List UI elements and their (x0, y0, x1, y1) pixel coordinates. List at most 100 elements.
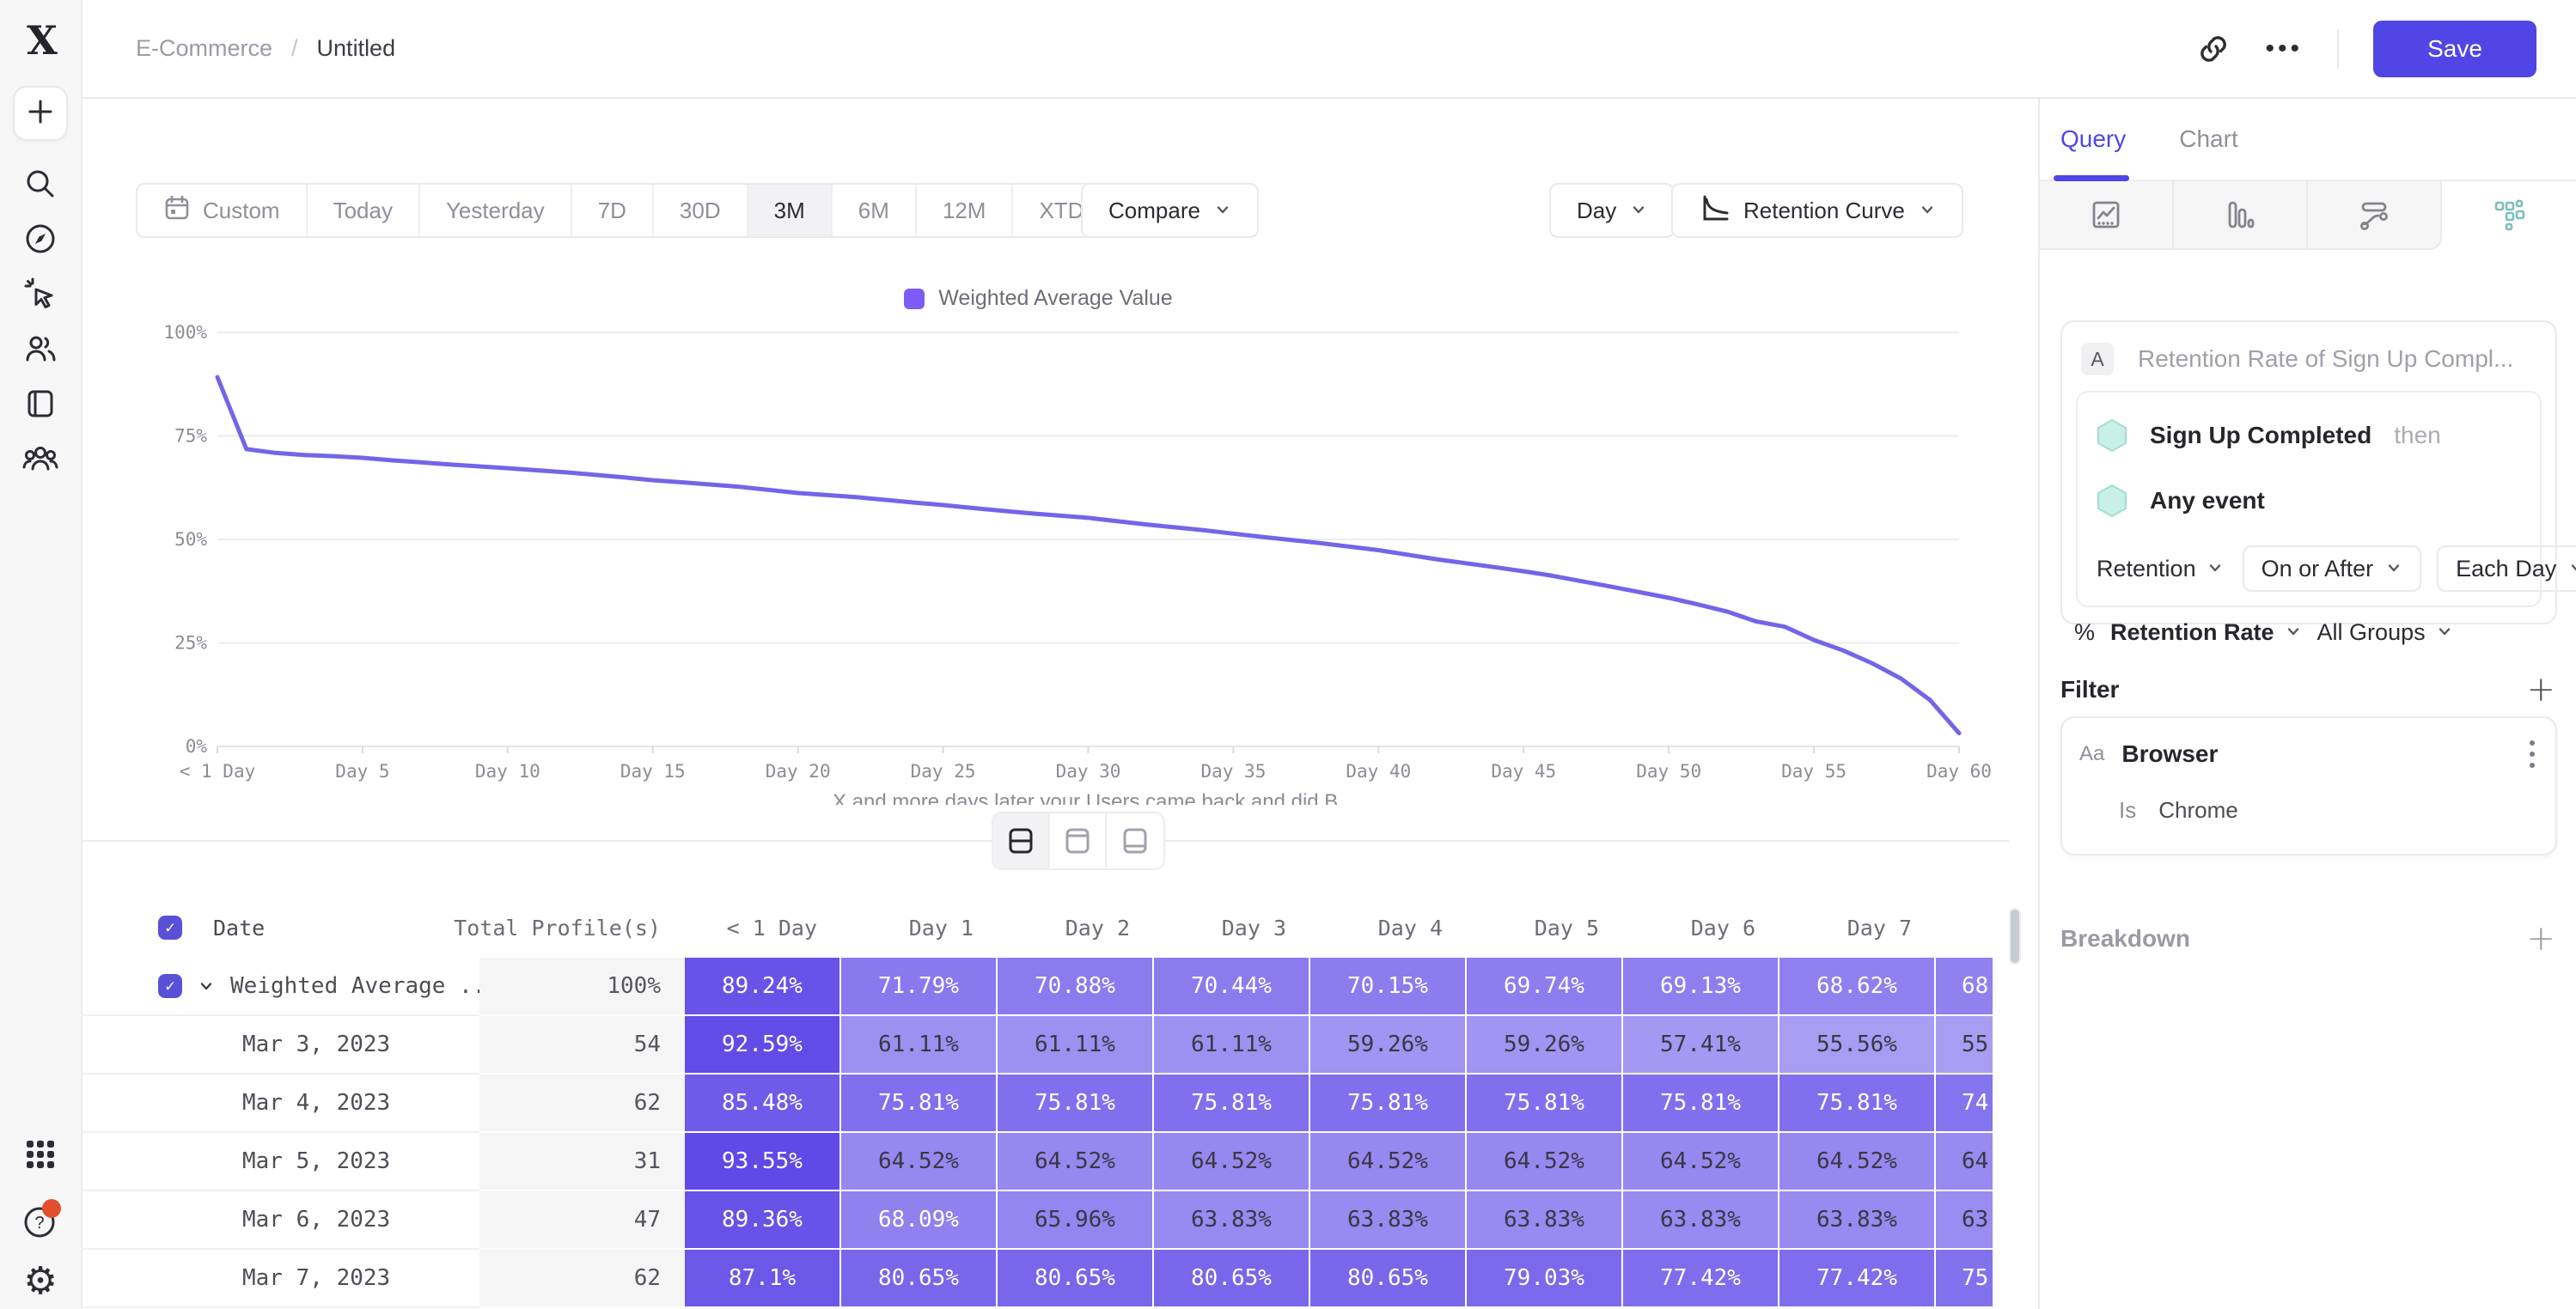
expand-chevron-icon[interactable] (198, 977, 215, 995)
view-split-button[interactable] (993, 813, 1050, 868)
tab-chart[interactable]: Chart (2179, 125, 2238, 152)
chart-type-dropdown[interactable]: Retention Curve (1671, 183, 1963, 238)
retention-cell[interactable]: 69.74% (1467, 958, 1623, 1016)
retention-cell[interactable]: 63.83% (1623, 1191, 1779, 1250)
retention-cell[interactable]: 75.81% (841, 1075, 998, 1133)
retention-cell[interactable]: 92.59% (685, 1016, 841, 1075)
save-button[interactable]: Save (2373, 20, 2536, 77)
granularity-dropdown[interactable]: Day (1549, 183, 1676, 238)
range-3m[interactable]: 3M (748, 185, 833, 236)
retention-cell[interactable]: 68.09% (841, 1191, 998, 1250)
retention-cell[interactable]: 64.52% (1779, 1133, 1936, 1191)
groups-icon[interactable] (13, 431, 68, 486)
retention-cell[interactable]: 80.65% (1310, 1250, 1467, 1308)
range-xtd[interactable]: XTD (1013, 185, 1138, 236)
filter-operator[interactable]: Is (2119, 797, 2137, 823)
retention-cell[interactable]: 68.62% (1779, 958, 1936, 1016)
compass-icon[interactable] (13, 211, 68, 266)
first-event-row[interactable]: Sign Up Completed then (2093, 410, 2524, 475)
range-yesterday[interactable]: Yesterday (420, 185, 572, 236)
app-logo[interactable]: X (27, 17, 58, 64)
retention-cell[interactable]: 64.52% (1154, 1133, 1310, 1191)
insights-type-button[interactable] (2040, 181, 2174, 250)
users-icon[interactable] (13, 321, 68, 376)
retention-cell[interactable]: 57.41% (1623, 1016, 1779, 1075)
help-icon[interactable]: ? (13, 1194, 68, 1249)
retention-cell[interactable]: 75.81% (1623, 1075, 1779, 1133)
notebook-icon[interactable] (13, 376, 68, 431)
retention-cell[interactable]: 70.44% (1154, 958, 1310, 1016)
retention-cell[interactable]: 61.11% (841, 1016, 998, 1075)
retention-type-button[interactable] (2442, 181, 2576, 250)
settings-gear-icon[interactable]: ⚙ (23, 1259, 58, 1303)
add-filter-button[interactable]: + (2526, 670, 2555, 709)
retention-cell[interactable]: 93.55% (685, 1133, 841, 1191)
filter-property[interactable]: Browser (2121, 740, 2219, 767)
retention-cell[interactable]: 79.03% (1467, 1250, 1623, 1308)
retention-cell[interactable]: 87.1% (685, 1250, 841, 1308)
retention-cell[interactable]: 68 (1936, 958, 1994, 1016)
retention-cell[interactable]: 63.83% (1779, 1191, 1936, 1250)
interval-dropdown[interactable]: Each Day (2437, 545, 2576, 592)
tab-query[interactable]: Query (2060, 125, 2127, 152)
more-menu-icon[interactable]: ••• (2265, 33, 2303, 63)
retention-cell[interactable]: 65.96% (998, 1191, 1154, 1250)
retention-cell[interactable]: 71.79% (841, 958, 998, 1016)
retention-cell[interactable]: 70.15% (1310, 958, 1467, 1016)
retention-cell[interactable]: 89.24% (685, 958, 841, 1016)
table-row[interactable]: Mar 4, 2023 62 85.48% 75.81% 75.81% 75.81% 75.… (82, 1075, 2038, 1133)
filter-menu-icon[interactable] (2526, 737, 2538, 771)
retention-cell[interactable]: 64.52% (1623, 1133, 1779, 1191)
groups-dropdown[interactable]: All Groups (2317, 619, 2453, 646)
retention-cell[interactable]: 80.65% (841, 1250, 998, 1308)
scrollbar-thumb[interactable] (2009, 908, 2021, 965)
return-event-row[interactable]: Any event (2093, 475, 2524, 540)
breadcrumb-current[interactable]: Untitled (316, 35, 396, 61)
retention-cell[interactable]: 64.52% (841, 1133, 998, 1191)
retention-cell[interactable]: 61.11% (998, 1016, 1154, 1075)
flows-type-button[interactable] (2308, 181, 2442, 250)
retention-cell[interactable]: 75.81% (998, 1075, 1154, 1133)
range-30d[interactable]: 30D (654, 185, 748, 236)
retention-cell[interactable]: 64.52% (1310, 1133, 1467, 1191)
query-title-input[interactable]: Retention Rate of Sign Up Compl... (2138, 345, 2514, 372)
timing-dropdown[interactable]: On or After (2242, 545, 2422, 592)
filter-value[interactable]: Chrome (2158, 797, 2238, 823)
retention-cell[interactable]: 80.65% (1154, 1250, 1310, 1308)
retention-cell[interactable]: 55.56% (1779, 1016, 1936, 1075)
cursor-click-icon[interactable] (13, 266, 68, 321)
funnel-type-button[interactable] (2174, 181, 2308, 250)
retention-cell[interactable]: 75.81% (1310, 1075, 1467, 1133)
range-12m[interactable]: 12M (917, 185, 1014, 236)
retention-cell[interactable]: 75.81% (1779, 1075, 1936, 1133)
table-row[interactable]: Mar 6, 2023 47 89.36% 68.09% 65.96% 63.83% 63.… (82, 1191, 2038, 1250)
retention-cell[interactable]: 55 (1936, 1016, 1994, 1075)
table-row[interactable]: Mar 7, 2023 62 87.1% 80.65% 80.65% 80.65% 80.6… (82, 1250, 2038, 1308)
retention-mode-dropdown[interactable]: Retention (2093, 556, 2227, 582)
retention-cell[interactable]: 61.11% (1154, 1016, 1310, 1075)
retention-cell[interactable]: 59.26% (1467, 1016, 1623, 1075)
measure-dropdown[interactable]: Retention Rate (2110, 619, 2302, 646)
table-row[interactable]: Mar 5, 2023 31 93.55% 64.52% 64.52% 64.52% 64.… (82, 1133, 2038, 1191)
view-chart-only-button[interactable] (1050, 813, 1107, 868)
filter-card[interactable]: Aa Browser Is Chrome (2060, 716, 2557, 855)
range-6m[interactable]: 6M (833, 185, 917, 236)
select-all-checkbox[interactable]: ✓ (158, 916, 182, 940)
table-row[interactable]: ✓ Weighted Average ... 100% 89.24% 71.79% 70.… (82, 958, 2038, 1016)
row-checkbox[interactable]: ✓ (158, 974, 182, 998)
breadcrumb-workspace[interactable]: E-Commerce (136, 35, 273, 61)
retention-cell[interactable]: 77.42% (1623, 1250, 1779, 1308)
retention-cell[interactable]: 63.83% (1154, 1191, 1310, 1250)
range-7d[interactable]: 7D (572, 185, 654, 236)
retention-cell[interactable]: 64.52% (998, 1133, 1154, 1191)
retention-cell[interactable]: 75.81% (1467, 1075, 1623, 1133)
retention-cell[interactable]: 69.13% (1623, 958, 1779, 1016)
retention-cell[interactable]: 85.48% (685, 1075, 841, 1133)
search-icon[interactable] (13, 156, 68, 211)
view-table-only-button[interactable] (1107, 813, 1163, 868)
new-report-button[interactable] (13, 86, 68, 141)
range-custom[interactable]: Custom (137, 185, 308, 236)
table-row[interactable]: Mar 3, 2023 54 92.59% 61.11% 61.11% 61.11% 59.… (82, 1016, 2038, 1075)
retention-cell[interactable]: 80.65% (998, 1250, 1154, 1308)
retention-cell[interactable]: 75 (1936, 1250, 1994, 1308)
